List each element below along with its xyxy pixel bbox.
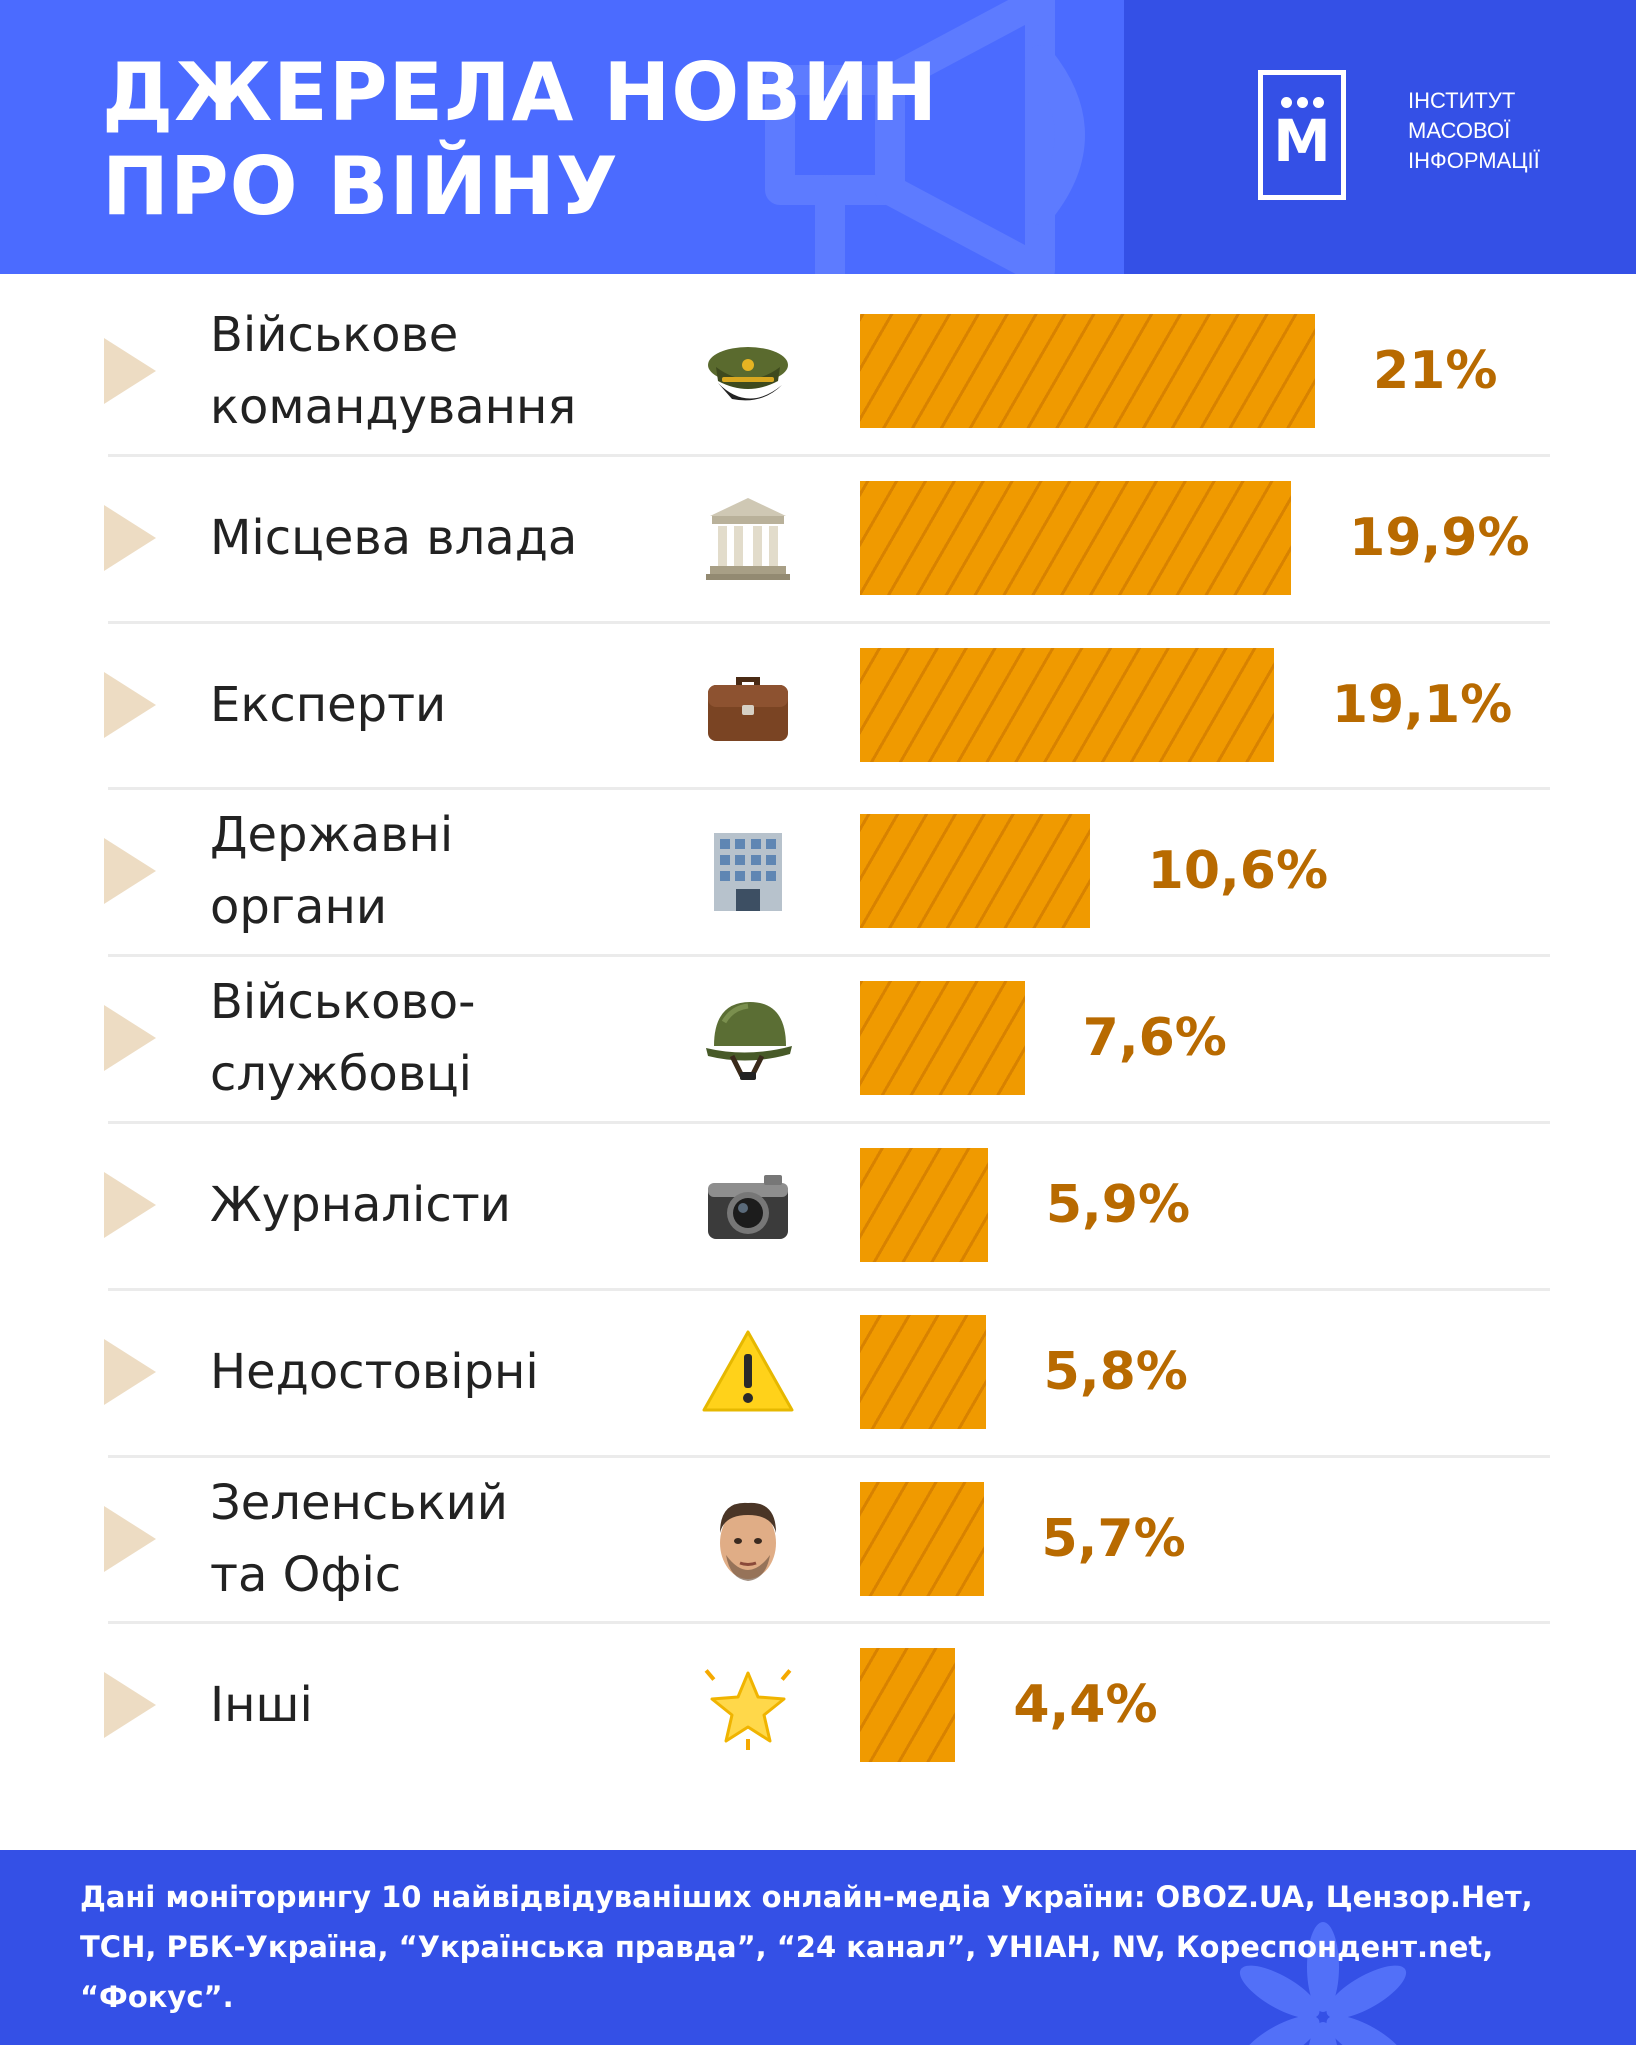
page-title: ДЖЕРЕЛА НОВИН ПРО ВІЙНУ [102, 46, 938, 234]
logo-text: ІНСТИТУТ МАСОВОЇ ІНФОРМАЦІЇ [1408, 86, 1540, 176]
bar [860, 1648, 956, 1763]
chart-row: Місцева влада 19,9% [0, 455, 1636, 621]
row-divider [108, 453, 1550, 457]
header-title-panel: ДЖЕРЕЛА НОВИН ПРО ВІЙНУ [0, 0, 1124, 274]
flower-star-icon [1239, 1922, 1407, 2045]
military-helmet-icon [702, 992, 794, 1084]
logo-dot [1297, 97, 1308, 108]
megaphone-icon [765, 0, 1085, 274]
value-label: 19,1% [1331, 674, 1513, 735]
footer-note: Дані моніторингу 10 найвідвідуваніших он… [80, 1880, 1533, 2014]
category-label: Державні органи [210, 807, 454, 936]
bar [860, 314, 1315, 428]
value-label: 5,8% [1043, 1341, 1188, 1402]
row-divider [108, 1287, 1550, 1291]
row-divider [108, 1621, 1550, 1625]
category-label: Недостовірні [210, 1343, 539, 1400]
military-cap-icon [702, 325, 794, 417]
row-bullet-triangle [104, 1005, 156, 1072]
logo-text-line1: ІНСТИТУТ [1408, 88, 1516, 113]
star-icon [702, 1659, 794, 1751]
row-divider [108, 1121, 1550, 1124]
chart-row: Державні органи 10,6% [0, 788, 1636, 954]
camera-icon [702, 1159, 794, 1251]
row-divider [108, 954, 1550, 958]
bar [860, 1314, 986, 1429]
category-label: Зеленський та Офіс [210, 1474, 508, 1603]
row-bullet-triangle [104, 838, 156, 905]
row-bullet-triangle [104, 1172, 156, 1238]
chart-row: Інші 4,4% [0, 1622, 1636, 1788]
logo-dot [1281, 97, 1292, 108]
warning-icon [702, 1326, 794, 1418]
logo-text-line3: ІНФОРМАЦІЇ [1408, 148, 1540, 173]
value-label: 5,7% [1041, 1508, 1186, 1569]
chart-row: Недостовірні 5,8% [0, 1289, 1636, 1455]
category-label: Експерти [210, 676, 447, 733]
category-label: Місцева влада [210, 509, 578, 566]
row-divider [108, 1454, 1550, 1458]
category-label: Журналісти [210, 1177, 511, 1233]
value-label: 21% [1373, 341, 1498, 401]
page-title-line1: ДЖЕРЕЛА НОВИН [102, 46, 939, 139]
row-divider [108, 787, 1550, 791]
header: ДЖЕРЕЛА НОВИН ПРО ВІЙНУ М ІНСТИТУТ МАСОВ… [0, 0, 1636, 274]
header-logo-panel [1124, 0, 1636, 274]
row-bullet-triangle [104, 1338, 156, 1405]
person-face-icon [702, 1493, 794, 1585]
office-building-icon [702, 825, 794, 917]
category-label: Інші [210, 1677, 313, 1734]
chart-row: Журналісти 5,9% [0, 1122, 1636, 1288]
bar [860, 647, 1274, 762]
row-bullet-triangle [104, 504, 156, 571]
value-label: 7,6% [1082, 1008, 1227, 1069]
row-bullet-triangle [104, 1505, 156, 1572]
value-label: 5,9% [1045, 1175, 1191, 1235]
value-label: 10,6% [1147, 841, 1329, 902]
page-title-line2: ПРО ВІЙНУ [102, 140, 619, 233]
row-bullet-triangle [104, 338, 156, 404]
chart-row: Військово- службовці 7,6% [0, 955, 1636, 1121]
logo-letter: М [1273, 107, 1331, 175]
logo: М [1258, 70, 1346, 200]
bar [860, 1148, 988, 1262]
bar [860, 814, 1090, 929]
bar [860, 1481, 984, 1596]
chart-row: Військове командування 21% [0, 288, 1636, 454]
category-label: Військове командування [210, 307, 577, 435]
footer: Дані моніторингу 10 найвідвідуваніших он… [0, 1850, 1636, 2045]
bar [860, 480, 1292, 595]
row-bullet-triangle [104, 671, 156, 738]
logo-dot [1313, 97, 1324, 108]
category-label: Військово- службовці [210, 974, 476, 1103]
government-building-icon [702, 492, 794, 584]
chart-row: Зеленський та Офіс 5,7% [0, 1456, 1636, 1622]
row-divider [108, 620, 1550, 624]
row-bullet-triangle [104, 1672, 156, 1739]
briefcase-icon [702, 659, 794, 751]
value-label: 19,9% [1349, 507, 1530, 568]
logo-text-line2: МАСОВОЇ [1408, 118, 1511, 143]
bar [860, 981, 1025, 1096]
value-label: 4,4% [1013, 1675, 1158, 1736]
chart-row: Експерти 19,1% [0, 622, 1636, 788]
